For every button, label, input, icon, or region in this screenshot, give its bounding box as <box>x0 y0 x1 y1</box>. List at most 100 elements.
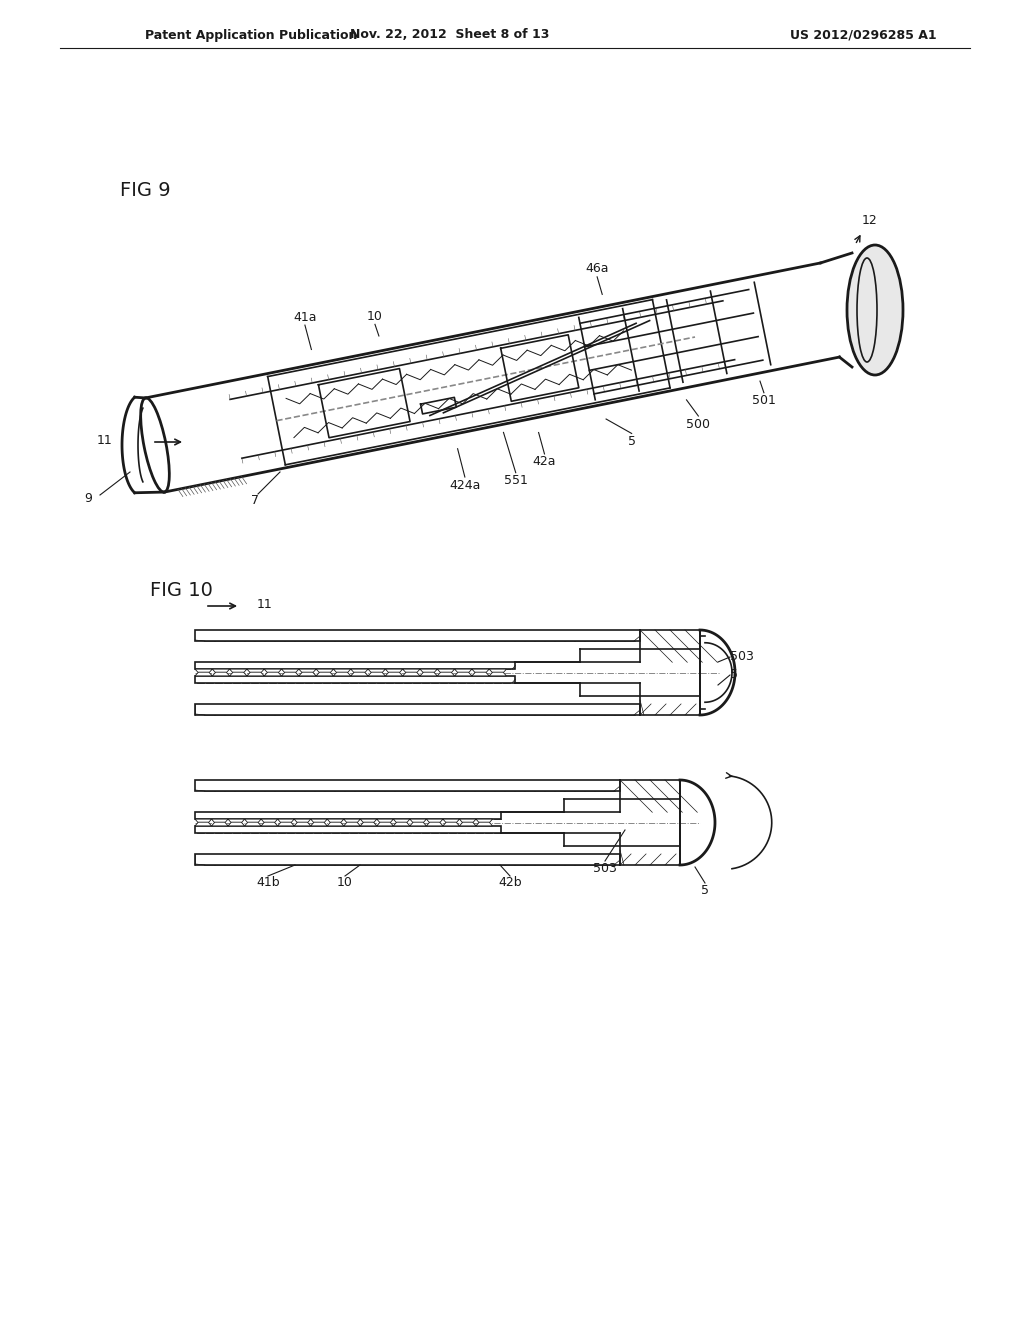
Text: 42b: 42b <box>499 876 522 890</box>
Polygon shape <box>377 820 393 822</box>
Polygon shape <box>360 822 377 826</box>
Polygon shape <box>489 672 507 676</box>
Polygon shape <box>426 820 443 822</box>
Text: FIG 10: FIG 10 <box>150 581 213 599</box>
Polygon shape <box>344 820 360 822</box>
Polygon shape <box>310 820 328 822</box>
Polygon shape <box>278 820 294 822</box>
Polygon shape <box>282 672 299 676</box>
Text: 10: 10 <box>367 310 383 323</box>
Text: 5: 5 <box>628 436 636 447</box>
Polygon shape <box>294 822 310 826</box>
Text: 5: 5 <box>701 883 709 896</box>
Polygon shape <box>261 820 278 822</box>
Polygon shape <box>360 820 377 822</box>
Text: 11: 11 <box>97 433 113 446</box>
Bar <box>195 854 620 865</box>
Polygon shape <box>393 822 410 826</box>
Polygon shape <box>316 672 334 676</box>
Polygon shape <box>328 820 344 822</box>
Polygon shape <box>385 672 402 676</box>
Text: 42a: 42a <box>532 455 556 469</box>
Text: 12: 12 <box>862 214 878 227</box>
Polygon shape <box>476 822 493 826</box>
Polygon shape <box>368 669 385 673</box>
Bar <box>195 630 640 642</box>
Polygon shape <box>460 820 476 822</box>
Polygon shape <box>261 822 278 826</box>
Text: Patent Application Publication: Patent Application Publication <box>145 29 357 41</box>
Polygon shape <box>247 669 264 673</box>
Polygon shape <box>195 820 212 822</box>
Bar <box>195 676 515 682</box>
Polygon shape <box>437 669 455 673</box>
Text: 551: 551 <box>504 474 527 487</box>
Polygon shape <box>229 669 247 673</box>
Text: US 2012/0296285 A1: US 2012/0296285 A1 <box>790 29 937 41</box>
Polygon shape <box>282 669 299 673</box>
Polygon shape <box>377 822 393 826</box>
Text: 500: 500 <box>686 417 711 430</box>
Polygon shape <box>228 820 245 822</box>
Polygon shape <box>393 820 410 822</box>
Polygon shape <box>247 672 264 676</box>
Polygon shape <box>351 669 368 673</box>
Polygon shape <box>344 822 360 826</box>
Polygon shape <box>316 669 334 673</box>
Text: 503: 503 <box>593 862 616 874</box>
Polygon shape <box>212 672 229 676</box>
Polygon shape <box>368 672 385 676</box>
Polygon shape <box>437 672 455 676</box>
Polygon shape <box>264 672 282 676</box>
Polygon shape <box>212 820 228 822</box>
Polygon shape <box>264 669 282 673</box>
Polygon shape <box>443 822 460 826</box>
Text: 424a: 424a <box>450 479 480 491</box>
Text: 7: 7 <box>251 494 259 507</box>
Polygon shape <box>212 669 229 673</box>
Polygon shape <box>294 820 310 822</box>
Text: 11: 11 <box>257 598 272 610</box>
Polygon shape <box>351 672 368 676</box>
Polygon shape <box>402 672 420 676</box>
Text: 5: 5 <box>730 668 738 681</box>
Polygon shape <box>410 820 426 822</box>
Bar <box>195 812 501 820</box>
Bar <box>195 826 501 833</box>
Polygon shape <box>228 822 245 826</box>
Polygon shape <box>410 822 426 826</box>
Text: 41a: 41a <box>293 310 316 323</box>
Polygon shape <box>402 669 420 673</box>
Polygon shape <box>195 822 212 826</box>
Polygon shape <box>245 820 261 822</box>
Text: 501: 501 <box>752 395 776 408</box>
Polygon shape <box>212 822 228 826</box>
Polygon shape <box>334 669 351 673</box>
Polygon shape <box>476 820 493 822</box>
Polygon shape <box>489 669 507 673</box>
Ellipse shape <box>847 246 903 375</box>
Text: 10: 10 <box>337 876 353 890</box>
Text: FIG 9: FIG 9 <box>120 181 171 199</box>
Polygon shape <box>460 822 476 826</box>
Polygon shape <box>245 822 261 826</box>
Polygon shape <box>278 822 294 826</box>
Polygon shape <box>455 669 472 673</box>
Polygon shape <box>328 822 344 826</box>
Polygon shape <box>195 672 212 676</box>
Polygon shape <box>455 672 472 676</box>
Bar <box>195 780 620 791</box>
Polygon shape <box>472 672 489 676</box>
Polygon shape <box>385 669 402 673</box>
Polygon shape <box>299 669 316 673</box>
Polygon shape <box>229 672 247 676</box>
Text: 41b: 41b <box>256 876 280 890</box>
Bar <box>195 704 640 715</box>
Polygon shape <box>472 669 489 673</box>
Polygon shape <box>310 822 328 826</box>
Polygon shape <box>420 669 437 673</box>
Polygon shape <box>443 820 460 822</box>
Polygon shape <box>420 672 437 676</box>
Text: 9: 9 <box>84 491 92 504</box>
Text: Nov. 22, 2012  Sheet 8 of 13: Nov. 22, 2012 Sheet 8 of 13 <box>350 29 550 41</box>
